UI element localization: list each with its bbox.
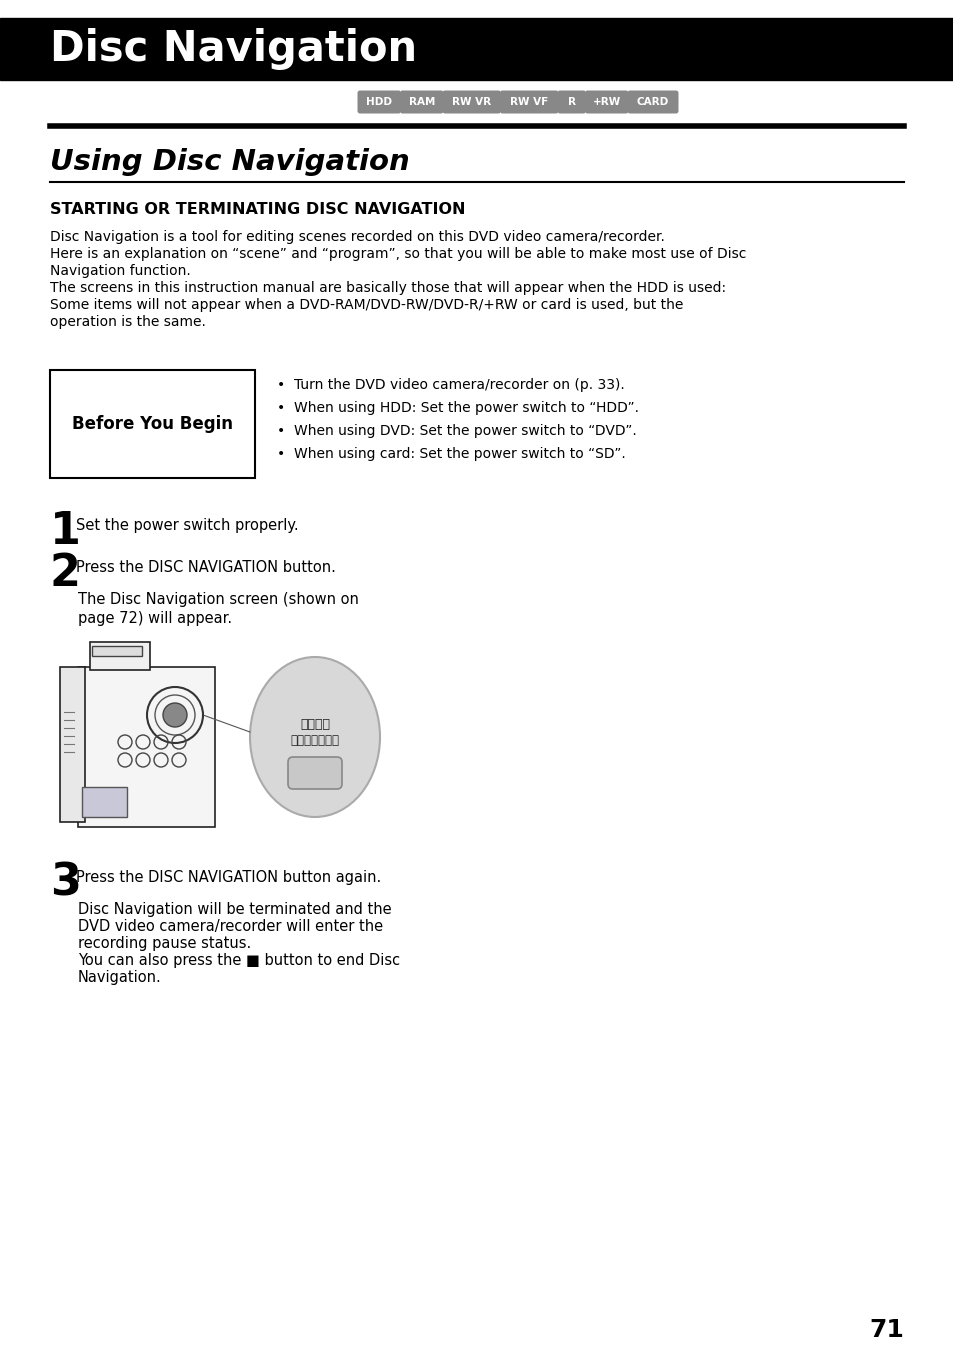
Bar — [50, 370, 254, 479]
FancyBboxPatch shape — [288, 757, 341, 790]
Bar — [60, 667, 85, 822]
Text: Using Disc Navigation: Using Disc Navigation — [50, 147, 410, 176]
Text: ナビゲーション: ナビゲーション — [291, 734, 339, 748]
Text: HDD: HDD — [366, 97, 392, 107]
Text: recording pause status.: recording pause status. — [78, 936, 251, 950]
Text: DVD video camera/recorder will enter the: DVD video camera/recorder will enter the — [78, 919, 383, 934]
Text: Press the DISC NAVIGATION button.: Press the DISC NAVIGATION button. — [76, 560, 335, 575]
Text: •  When using DVD: Set the power switch to “DVD”.: • When using DVD: Set the power switch t… — [276, 425, 636, 438]
Text: •  Turn the DVD video camera/recorder on (p. 33).: • Turn the DVD video camera/recorder on … — [276, 379, 624, 392]
Text: The Disc Navigation screen (shown on: The Disc Navigation screen (shown on — [78, 592, 358, 607]
Text: •  When using card: Set the power switch to “SD”.: • When using card: Set the power switch … — [276, 448, 625, 461]
Text: STARTING OR TERMINATING DISC NAVIGATION: STARTING OR TERMINATING DISC NAVIGATION — [50, 201, 465, 218]
Text: operation is the same.: operation is the same. — [50, 315, 206, 329]
Text: •  When using HDD: Set the power switch to “HDD”.: • When using HDD: Set the power switch t… — [276, 402, 639, 415]
Text: 71: 71 — [868, 1318, 903, 1343]
Text: The screens in this instruction manual are basically those that will appear when: The screens in this instruction manual a… — [50, 281, 725, 295]
Bar — [82, 787, 127, 817]
Text: RW VF: RW VF — [510, 97, 548, 107]
FancyBboxPatch shape — [357, 91, 400, 114]
Text: Set the power switch properly.: Set the power switch properly. — [76, 518, 298, 533]
Text: Navigation function.: Navigation function. — [50, 264, 191, 279]
Text: 1: 1 — [50, 510, 81, 553]
Text: +RW: +RW — [592, 97, 620, 107]
Text: Disc Navigation will be terminated and the: Disc Navigation will be terminated and t… — [78, 902, 392, 917]
Text: page 72) will appear.: page 72) will appear. — [78, 611, 232, 626]
Text: Disc Navigation: Disc Navigation — [50, 28, 416, 70]
Text: Before You Begin: Before You Begin — [71, 415, 233, 433]
Ellipse shape — [250, 657, 379, 817]
FancyBboxPatch shape — [627, 91, 678, 114]
Text: 3: 3 — [50, 863, 81, 904]
FancyBboxPatch shape — [399, 91, 443, 114]
Bar — [91, 646, 142, 656]
Text: Here is an explanation on “scene” and “program”, so that you will be able to mak: Here is an explanation on “scene” and “p… — [50, 247, 745, 261]
Text: Navigation.: Navigation. — [78, 969, 162, 986]
Text: You can also press the ■ button to end Disc: You can also press the ■ button to end D… — [78, 953, 399, 968]
Text: Press the DISC NAVIGATION button again.: Press the DISC NAVIGATION button again. — [76, 869, 381, 886]
FancyBboxPatch shape — [584, 91, 628, 114]
Text: Some items will not appear when a DVD-RAM/DVD-RW/DVD-R/+RW or card is used, but : Some items will not appear when a DVD-RA… — [50, 297, 682, 312]
Text: Disc Navigation is a tool for editing scenes recorded on this DVD video camera/r: Disc Navigation is a tool for editing sc… — [50, 230, 664, 243]
FancyBboxPatch shape — [557, 91, 585, 114]
Circle shape — [163, 703, 187, 727]
Text: RAM: RAM — [408, 97, 435, 107]
FancyBboxPatch shape — [442, 91, 500, 114]
Bar — [0, 18, 953, 80]
Text: CARD: CARD — [637, 97, 668, 107]
Text: RW VR: RW VR — [452, 97, 491, 107]
Text: ディスク: ディスク — [299, 718, 330, 731]
Text: R: R — [567, 97, 576, 107]
Text: 2: 2 — [50, 552, 81, 595]
Bar — [90, 642, 150, 671]
FancyBboxPatch shape — [499, 91, 558, 114]
Bar — [78, 667, 214, 827]
